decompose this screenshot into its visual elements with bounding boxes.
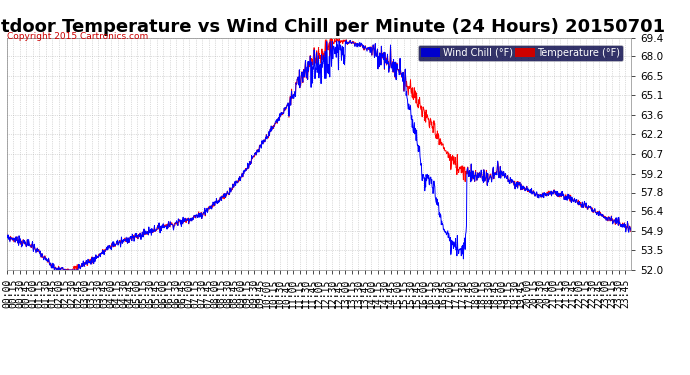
Legend: Wind Chill (°F), Temperature (°F): Wind Chill (°F), Temperature (°F) — [418, 45, 623, 60]
Title: Outdoor Temperature vs Wind Chill per Minute (24 Hours) 20150701: Outdoor Temperature vs Wind Chill per Mi… — [0, 18, 665, 36]
Text: Copyright 2015 Cartronics.com: Copyright 2015 Cartronics.com — [7, 32, 148, 41]
